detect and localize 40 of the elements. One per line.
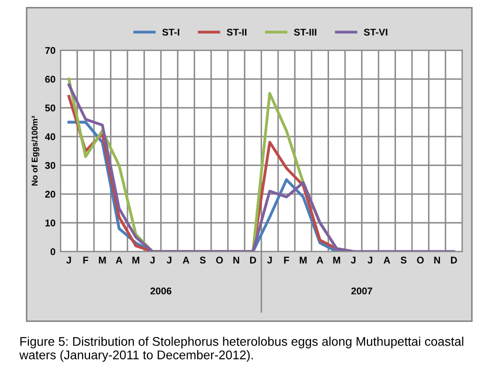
x-tick-label: N [434,256,440,264]
x-tick-label: J [166,256,172,264]
x-tick-label: D [250,256,256,264]
caption: Figure 5: Distribution of Stolephorus heterolobus eggs along Muthupettai coastal waters (January-2011 to December-2012). [19,336,464,362]
x-tick-label: J [267,256,272,264]
text: 2007 [351,288,372,294]
x-tick-label: S [400,256,406,264]
y-tick-label: 20 [45,190,56,198]
y-tick-label: 60 [45,76,56,83]
x-tick-label: F [83,256,88,264]
y-tick-label: 40 [44,133,56,140]
x-tick-label: J [66,256,71,264]
x-tick-label: O [416,256,424,264]
x-tick-label: M [300,256,307,264]
x-tick-label: F [284,256,290,264]
y-tick-label: 50 [45,104,56,112]
x-tick-label: O [216,256,223,264]
x-tick-label: A [316,256,324,264]
x-tick-label: J [150,256,155,264]
x-tick-label: J [368,256,372,264]
x-tick-label: M [333,256,340,264]
x-tick-label: N [233,256,240,264]
text: 2006 [150,288,172,294]
y-tick-label: 30 [45,162,56,169]
x-tick-label: A [116,256,122,264]
y-axis-title: No of Eggs/100m³ [31,116,40,186]
x-tick-label: A [182,256,190,264]
x-tick-label: D [450,256,457,264]
x-tick-label: A [384,256,390,264]
x-tick-label: M [98,256,106,264]
legend-label: ST-VI [364,28,388,36]
legend-label: ST-III [294,28,316,36]
y-tick-label: 10 [45,220,56,226]
legend-label: ST-I [162,28,180,36]
x-tick-label: M [132,256,140,264]
x-tick-label: S [200,256,206,264]
x-tick-label: J [350,256,356,264]
legend-label: ST-II [226,28,246,36]
y-tick-label: 0 [50,248,56,256]
y-tick-label: 70 [45,47,56,54]
